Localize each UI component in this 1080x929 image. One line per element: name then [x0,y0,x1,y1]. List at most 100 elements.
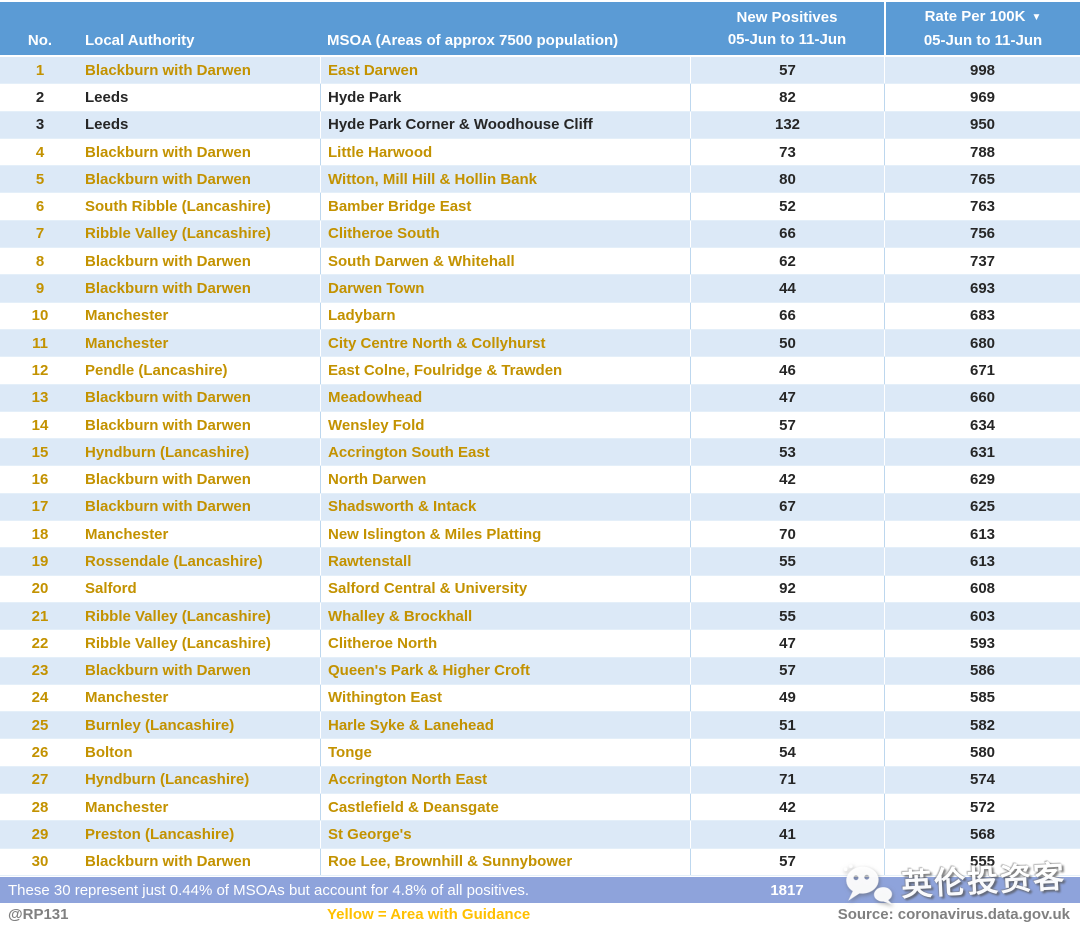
sort-descending-icon[interactable]: ▼ [1031,11,1042,23]
row-local-authority: Leeds [85,116,129,134]
row-rate-per-100k: 631 [884,439,1080,466]
table-row: 19 Rossendale (Lancashire) Rawtenstall 5… [0,548,1080,575]
header-msoa-label: MSOA (Areas of approx 7500 population) [327,32,619,49]
row-rate-per-100k: 555 [884,848,1080,875]
row-new-positives: 62 [690,248,884,275]
row-local-authority: Blackburn with Darwen [85,471,251,489]
row-rate-per-100k: 568 [884,821,1080,848]
row-local-authority: Bolton [85,744,133,762]
row-rate-per-100k: 608 [884,575,1080,602]
row-new-positives: 42 [690,466,884,493]
row-msoa: Accrington South East [320,439,690,466]
table-row: 7 Ribble Valley (Lancashire) Clitheroe S… [0,220,1080,248]
row-new-positives: 41 [690,821,884,848]
table-row: 12 Pendle (Lancashire) East Colne, Foulr… [0,356,1080,385]
table-row: 8 Blackburn with Darwen South Darwen & W… [0,247,1080,276]
row-msoa: New Islington & Miles Platting [320,521,690,548]
author-handle: @RP131 [8,906,69,923]
row-rate-per-100k: 763 [884,193,1080,220]
row-msoa: Accrington North East [320,766,690,794]
table-row: 17 Blackburn with Darwen Shadsworth & In… [0,493,1080,521]
table-row: 3 Leeds Hyde Park Corner & Woodhouse Cli… [0,111,1080,138]
row-new-positives: 55 [690,548,884,575]
row-number: 19 [31,552,49,570]
row-msoa: East Darwen [320,57,690,84]
row-msoa: Clitheroe South [320,220,690,248]
table-row: 2 Leeds Hyde Park 82 969 [0,83,1080,112]
row-local-authority: Blackburn with Darwen [85,280,251,298]
table-row: 13 Blackburn with Darwen Meadowhead 47 6… [0,384,1080,411]
row-rate-per-100k: 625 [884,493,1080,521]
row-msoa: Bamber Bridge East [320,193,690,220]
table-row: 15 Hyndburn (Lancashire) Accrington Sout… [0,439,1080,466]
row-local-authority: Blackburn with Darwen [85,61,251,79]
row-rate-per-100k: 574 [884,766,1080,794]
row-local-authority: Preston (Lancashire) [85,825,235,843]
row-rate-per-100k: 788 [884,138,1080,166]
row-new-positives: 51 [690,712,884,739]
row-local-authority: Ribble Valley (Lancashire) [85,634,271,652]
yellow-legend: Yellow = Area with Guidance [327,906,531,923]
table-body: 1 Blackburn with Darwen East Darwen 57 9… [0,57,1080,876]
row-rate-per-100k: 765 [884,166,1080,193]
row-rate-per-100k: 613 [884,548,1080,575]
row-local-authority: South Ribble (Lancashire) [85,198,271,216]
row-rate-per-100k: 613 [884,521,1080,548]
summary-text: These 30 represent just 0.44% of MSOAs b… [8,881,530,899]
row-new-positives: 54 [690,739,884,766]
header-local-authority-label: Local Authority [85,32,195,49]
row-msoa: East Colne, Foulridge & Trawden [320,357,690,384]
row-new-positives: 57 [690,848,884,875]
table-row: 14 Blackburn with Darwen Wensley Fold 57… [0,410,1080,440]
summary-total-positives: 1817 [770,881,804,899]
row-number: 11 [32,334,48,352]
row-rate-per-100k: 603 [884,602,1080,630]
row-msoa: Castlefield & Deansgate [320,794,690,821]
header-new-positives-label: New Positives [736,8,838,26]
row-number: 12 [31,361,49,379]
row-number: 18 [31,525,49,543]
row-msoa: Ladybarn [320,302,690,329]
row-new-positives: 47 [690,630,884,657]
row-new-positives: 66 [690,220,884,248]
row-new-positives: 92 [690,575,884,602]
row-msoa: Darwen Town [320,275,690,302]
row-msoa: Roe Lee, Brownhill & Sunnybower [320,848,690,875]
row-local-authority: Blackburn with Darwen [85,662,251,680]
row-rate-per-100k: 671 [884,357,1080,384]
row-number: 2 [35,88,45,106]
table-row: 1 Blackburn with Darwen East Darwen 57 9… [0,57,1080,84]
row-rate-per-100k: 582 [884,712,1080,739]
row-number: 14 [31,416,49,434]
table-row: 11 Manchester City Centre North & Collyh… [0,329,1080,357]
row-msoa: Harle Syke & Lanehead [320,712,690,739]
table-row: 6 South Ribble (Lancashire) Bamber Bridg… [0,192,1080,221]
row-number: 21 [31,607,49,625]
row-number: 8 [35,252,45,270]
row-local-authority: Rossendale (Lancashire) [85,552,263,570]
row-msoa: Hyde Park Corner & Woodhouse Cliff [320,111,690,138]
row-rate-per-100k: 998 [884,57,1080,84]
header-no-label: No. [27,32,53,49]
header-new-positives-dates: 05-Jun to 11-Jun [727,30,847,48]
row-rate-per-100k: 969 [884,84,1080,111]
row-local-authority: Ribble Valley (Lancashire) [85,225,271,243]
table-row: 22 Ribble Valley (Lancashire) Clitheroe … [0,629,1080,658]
row-local-authority: Blackburn with Darwen [85,416,251,434]
row-local-authority: Blackburn with Darwen [85,389,251,407]
row-new-positives: 73 [690,138,884,166]
row-new-positives: 57 [690,411,884,439]
row-number: 15 [31,443,49,461]
footer: @RP131 Yellow = Area with Guidance Sourc… [0,903,1080,929]
row-local-authority: Blackburn with Darwen [85,252,251,270]
row-number: 28 [31,798,49,816]
row-msoa: Witton, Mill Hill & Hollin Bank [320,166,690,193]
header-local-authority: Local Authority [80,2,320,55]
header-rate-per-100k[interactable]: Rate Per 100K ▼ 05-Jun to 11-Jun [884,2,1080,55]
row-number: 16 [31,471,49,489]
row-new-positives: 53 [690,439,884,466]
row-number: 6 [35,198,45,216]
data-source: Source: coronavirus.data.gov.uk [837,906,1070,923]
header-rate-dates: 05-Jun to 11-Jun [923,31,1043,49]
row-local-authority: Manchester [85,307,169,325]
